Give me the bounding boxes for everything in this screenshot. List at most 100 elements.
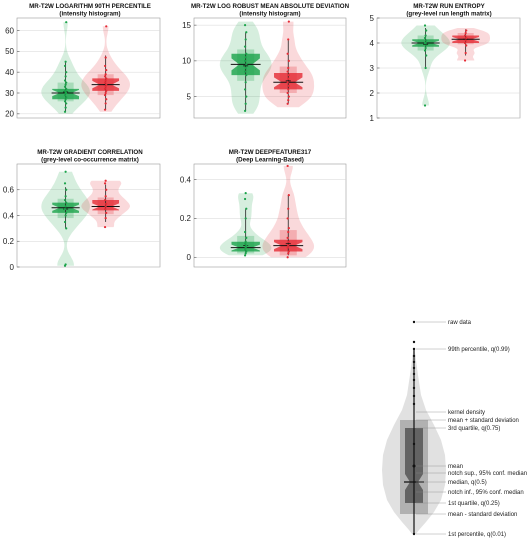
violin-green-point bbox=[244, 217, 247, 220]
legend-raw-point bbox=[412, 394, 416, 398]
legend-label: mean bbox=[448, 464, 463, 470]
violin-red-point bbox=[103, 81, 107, 84]
violin-red-point bbox=[287, 250, 290, 253]
violin-green-point bbox=[424, 34, 427, 37]
y-tick-label: 15 bbox=[182, 21, 191, 30]
violin-red-point bbox=[286, 70, 289, 73]
violin-green-point bbox=[423, 49, 427, 52]
violin-green-point bbox=[245, 95, 248, 98]
violin-red-point bbox=[287, 252, 290, 255]
violin-green-point bbox=[244, 102, 247, 105]
legend-raw-point bbox=[412, 402, 416, 406]
chart-subtitle: (intensity histogram) bbox=[59, 11, 120, 18]
y-tick-label: 0.6 bbox=[3, 186, 15, 195]
legend-label: 1st quartile, q(0.25) bbox=[448, 501, 500, 507]
violin-green-point bbox=[65, 71, 68, 74]
violin-green-point bbox=[65, 188, 68, 191]
y-tick-label: 40 bbox=[5, 68, 14, 77]
violin-red-point bbox=[286, 246, 289, 249]
violin-green-point bbox=[245, 63, 248, 66]
violin-red-point bbox=[103, 182, 107, 185]
violin-green-point bbox=[65, 81, 68, 84]
violin-red-point bbox=[104, 102, 107, 105]
y-tick-label: 2 bbox=[370, 89, 375, 98]
plot-frame bbox=[193, 163, 347, 268]
violin-green-point bbox=[63, 79, 67, 82]
violin-green-point bbox=[243, 45, 247, 48]
legend-raw-point bbox=[412, 386, 416, 390]
violin-green-point bbox=[65, 201, 68, 204]
violin-red-point bbox=[104, 179, 107, 182]
violin-green-point bbox=[63, 220, 67, 224]
violin-red-point bbox=[465, 44, 468, 47]
legend-raw-point bbox=[412, 320, 416, 324]
violin-red-point bbox=[104, 85, 107, 88]
violin-green-point bbox=[245, 74, 248, 77]
violin-green-point bbox=[423, 104, 427, 107]
y-tick-label: 3 bbox=[370, 64, 375, 73]
violin-green-point bbox=[63, 93, 67, 97]
violin-red-point bbox=[286, 81, 289, 84]
violin-green-point bbox=[243, 109, 247, 112]
violin-green-point bbox=[244, 246, 247, 249]
violin-green-point bbox=[244, 240, 247, 243]
violin-red-point bbox=[104, 73, 107, 76]
violin-green-point bbox=[64, 106, 67, 109]
violin-green-point bbox=[65, 227, 68, 230]
violin-red-point bbox=[105, 89, 108, 93]
legend-label: kernel density bbox=[448, 410, 485, 416]
violin-green-point bbox=[65, 91, 68, 95]
violin-red-point bbox=[287, 207, 290, 210]
violin-green-point bbox=[243, 248, 247, 251]
legend-label: mean + standard deviation bbox=[448, 418, 519, 424]
violin-green-point bbox=[245, 31, 248, 34]
violin-red-point bbox=[287, 59, 290, 62]
violin-red-point bbox=[287, 240, 290, 243]
chart-panel-3: MR-T2W RUN ENTROPY(grey-level run length… bbox=[370, 3, 521, 123]
violin-green-point bbox=[243, 59, 247, 62]
legend-raw-point bbox=[412, 366, 416, 370]
violin-red-point bbox=[287, 66, 290, 70]
violin-red-point bbox=[286, 217, 289, 220]
y-tick-label: 50 bbox=[5, 47, 14, 56]
violin-red-point bbox=[287, 74, 290, 77]
chart-title: MR-T2W DEEPFEATURE317 bbox=[229, 149, 312, 156]
violin-red-point bbox=[464, 51, 467, 55]
violin-red-point bbox=[105, 83, 108, 86]
chart-title: MR-T2W LOG ROBUST MEAN ABSOLUTE DEVIATIO… bbox=[191, 3, 350, 10]
violin-green-point bbox=[245, 244, 248, 247]
legend-label: notch inf., 95% conf. median bbox=[448, 490, 524, 496]
violin-green-point bbox=[65, 211, 68, 215]
violin-red-point bbox=[105, 68, 108, 72]
violin-green-point bbox=[424, 41, 427, 45]
violin-red-point bbox=[103, 198, 107, 202]
legend-raw-point bbox=[412, 372, 416, 376]
violin-green-point bbox=[65, 21, 68, 24]
violin-green-point bbox=[243, 88, 247, 91]
y-tick-label: 0 bbox=[187, 253, 192, 262]
violin-red-point bbox=[105, 211, 108, 215]
legend-raw-point bbox=[412, 360, 416, 364]
violin-red-point bbox=[463, 34, 467, 37]
violin-green-point bbox=[64, 83, 67, 86]
violin-green-point bbox=[425, 39, 428, 42]
violin-red-point bbox=[286, 164, 289, 168]
y-tick-label: 30 bbox=[5, 89, 14, 98]
violin-red-point bbox=[287, 77, 290, 80]
violin-green-point bbox=[244, 56, 247, 59]
violin-green-point bbox=[64, 60, 67, 63]
legend-reference-violin: raw data 99th percentile, q(0.99) kernel d… bbox=[382, 320, 527, 538]
violin-green-point bbox=[245, 207, 248, 210]
violin-red-point bbox=[105, 77, 108, 80]
violin-green-point bbox=[63, 198, 67, 202]
chart-title: MR-T2W RUN ENTROPY bbox=[413, 3, 485, 10]
legend-raw-point bbox=[412, 354, 416, 358]
legend-mean-point bbox=[412, 464, 416, 468]
violin-green-point bbox=[245, 250, 248, 253]
violin-green-point bbox=[423, 36, 427, 40]
violin-red-point bbox=[103, 93, 107, 97]
legend-label: raw data bbox=[448, 320, 472, 326]
violin-red-point bbox=[465, 29, 468, 32]
violin-green-point bbox=[243, 230, 247, 234]
violin-green-point bbox=[425, 44, 428, 47]
